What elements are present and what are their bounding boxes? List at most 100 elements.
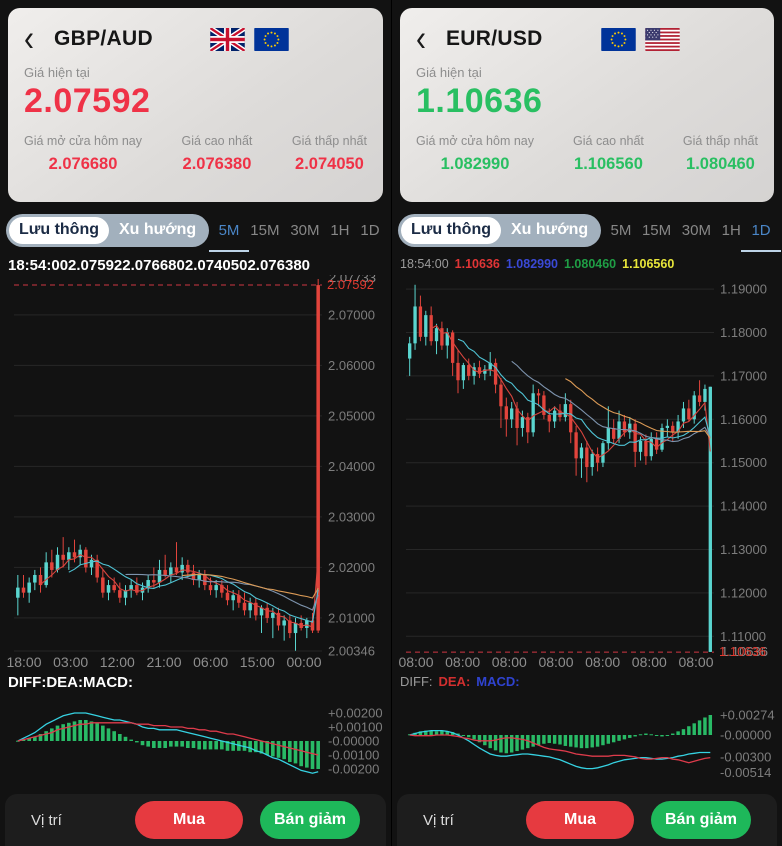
svg-text:-0.00514: -0.00514 xyxy=(720,765,771,780)
svg-text:08:00: 08:00 xyxy=(538,654,573,670)
sell-button[interactable]: Bán giảm xyxy=(260,801,360,839)
stat-open: Giá mở cửa hôm nay 1.082990 xyxy=(416,134,534,173)
macd-label: DIFF:DEA:MACD: xyxy=(400,674,520,689)
us-flag-icon xyxy=(645,27,680,51)
current-price-value: 1.10636 xyxy=(416,82,543,120)
svg-text:2.06000: 2.06000 xyxy=(328,358,375,373)
candlestick-chart[interactable]: 1.19000 1.18000 1.17000 1.16000 1.15000 1.140… xyxy=(392,275,782,671)
svg-text:1.11000: 1.11000 xyxy=(720,629,766,644)
svg-text:18:00: 18:00 xyxy=(6,654,41,670)
svg-text:1.15000: 1.15000 xyxy=(720,455,767,470)
trade-footer: Vị trí Mua Bán giảm xyxy=(397,794,777,846)
svg-text:1.13000: 1.13000 xyxy=(720,542,767,557)
svg-text:00:00: 00:00 xyxy=(286,654,321,670)
svg-text:1.10636: 1.10636 xyxy=(721,644,768,659)
timeframe-tabs: 5M 15M 30M 1H 1D xyxy=(605,216,781,252)
svg-text:08:00: 08:00 xyxy=(585,654,620,670)
pair-title: GBP/AUD xyxy=(54,27,153,50)
tab-luu-thong[interactable]: Lưu thông xyxy=(401,216,501,244)
svg-text:2.00346: 2.00346 xyxy=(328,643,375,658)
ohlc-info-line: 18:54:00 2.07592 2.076680 2.074050 2.076380 xyxy=(8,257,311,274)
pair-panel-eurusd: ‹ EUR/USD xyxy=(391,0,782,846)
stat-high: Giá cao nhất 1.106560 xyxy=(573,134,644,173)
mode-toggle: Lưu thông Xu hướng xyxy=(6,213,210,247)
eu-flag-icon xyxy=(601,27,636,51)
tab-30m[interactable]: 30M xyxy=(290,221,320,239)
stat-open: Giá mở cửa hôm nay 2.076680 xyxy=(24,134,142,173)
svg-text:1.10636: 1.10636 xyxy=(719,644,766,659)
svg-text:1.19000: 1.19000 xyxy=(720,282,767,297)
svg-text:2.07000: 2.07000 xyxy=(328,307,375,322)
svg-text:08:00: 08:00 xyxy=(398,654,433,670)
svg-text:2.04000: 2.04000 xyxy=(328,459,375,474)
tab-1h[interactable]: 1H xyxy=(330,221,350,239)
tab-1d[interactable]: 1D xyxy=(360,221,380,239)
current-price-label: Giá hiện tại xyxy=(24,65,90,80)
buy-button[interactable]: Mua xyxy=(526,801,634,839)
stat-low: Giá thấp nhất 2.074050 xyxy=(291,134,367,173)
svg-text:1.14000: 1.14000 xyxy=(720,499,767,514)
mode-toggle: Lưu thông Xu hướng xyxy=(398,213,602,247)
tab-15m[interactable]: 15M xyxy=(250,221,280,239)
uk-flag-icon xyxy=(210,27,245,51)
stat-high: Giá cao nhất 2.076380 xyxy=(181,134,253,173)
svg-text:08:00: 08:00 xyxy=(678,654,713,670)
pair-flags xyxy=(210,27,289,51)
ohlc-info-line: 18:54:00 1.10636 1.082990 1.080460 1.106560 xyxy=(400,257,675,271)
svg-text:2.01000: 2.01000 xyxy=(328,610,375,625)
svg-text:-0.00300: -0.00300 xyxy=(720,749,771,764)
timeframe-tabs: 5M 15M 30M 1H 1D xyxy=(208,216,385,252)
svg-text:+0.00200: +0.00200 xyxy=(328,706,383,721)
svg-text:08:00: 08:00 xyxy=(492,654,527,670)
svg-text:2.07592: 2.07592 xyxy=(327,277,374,292)
trade-footer: Vị trí Mua Bán giảm xyxy=(5,794,386,846)
macd-chart: +0.00200+0.00100-0.00000-0.00100-0.00200 xyxy=(16,706,383,777)
svg-text:03:00: 03:00 xyxy=(53,654,88,670)
pair-panel-gbpaud: ‹ GBP/AUD xyxy=(0,0,391,846)
tab-15m[interactable]: 15M xyxy=(641,221,672,239)
svg-text:-0.00200: -0.00200 xyxy=(328,762,379,777)
svg-text:15:00: 15:00 xyxy=(240,654,275,670)
svg-text:1.12000: 1.12000 xyxy=(720,585,767,600)
svg-text:2.05000: 2.05000 xyxy=(328,408,375,423)
svg-text:-0.00000: -0.00000 xyxy=(720,728,771,743)
tab-xu-huong[interactable]: Xu hướng xyxy=(511,220,589,238)
pair-header-card: ‹ EUR/USD xyxy=(400,8,774,202)
svg-text:08:00: 08:00 xyxy=(445,654,480,670)
svg-text:1.18000: 1.18000 xyxy=(720,325,767,340)
svg-text:2.03000: 2.03000 xyxy=(328,509,375,524)
svg-text:21:00: 21:00 xyxy=(146,654,181,670)
position-link[interactable]: Vị trí xyxy=(423,811,454,829)
sell-button[interactable]: Bán giảm xyxy=(651,801,751,839)
pair-title: EUR/USD xyxy=(446,27,543,50)
stat-low: Giá thấp nhất 1.080460 xyxy=(682,134,758,173)
tab-luu-thong[interactable]: Lưu thông xyxy=(9,216,109,244)
buy-button[interactable]: Mua xyxy=(135,801,243,839)
svg-text:06:00: 06:00 xyxy=(193,654,228,670)
svg-text:-0.00000: -0.00000 xyxy=(328,734,379,749)
pair-flags xyxy=(601,27,680,51)
tab-xu-huong[interactable]: Xu hướng xyxy=(119,220,197,238)
tab-5m[interactable]: 5M xyxy=(208,216,250,252)
tab-1d[interactable]: 1D xyxy=(741,216,781,252)
svg-text:+0.00274: +0.00274 xyxy=(720,707,775,722)
position-link[interactable]: Vị trí xyxy=(31,811,62,829)
svg-text:12:00: 12:00 xyxy=(100,654,135,670)
macd-label: DIFF:DEA:MACD: xyxy=(8,674,133,691)
svg-text:2.02000: 2.02000 xyxy=(328,560,375,575)
current-price-label: Giá hiện tại xyxy=(416,65,482,80)
back-icon[interactable]: ‹ xyxy=(24,17,34,59)
eu-flag-icon xyxy=(254,27,289,51)
tab-30m[interactable]: 30M xyxy=(681,221,711,239)
svg-text:-0.00100: -0.00100 xyxy=(328,748,379,763)
back-icon[interactable]: ‹ xyxy=(416,17,426,59)
current-price-value: 2.07592 xyxy=(24,82,151,120)
tab-5m[interactable]: 5M xyxy=(610,221,632,239)
pair-header-card: ‹ GBP/AUD xyxy=(8,8,383,202)
candlestick-chart[interactable]: 2.07000 2.06000 2.05000 2.04000 2.03000 2.020… xyxy=(0,275,391,671)
svg-text:1.17000: 1.17000 xyxy=(720,368,767,383)
svg-text:+0.00100: +0.00100 xyxy=(328,720,383,735)
svg-text:08:00: 08:00 xyxy=(632,654,667,670)
tab-1h[interactable]: 1H xyxy=(721,221,741,239)
svg-text:1.16000: 1.16000 xyxy=(720,412,767,427)
